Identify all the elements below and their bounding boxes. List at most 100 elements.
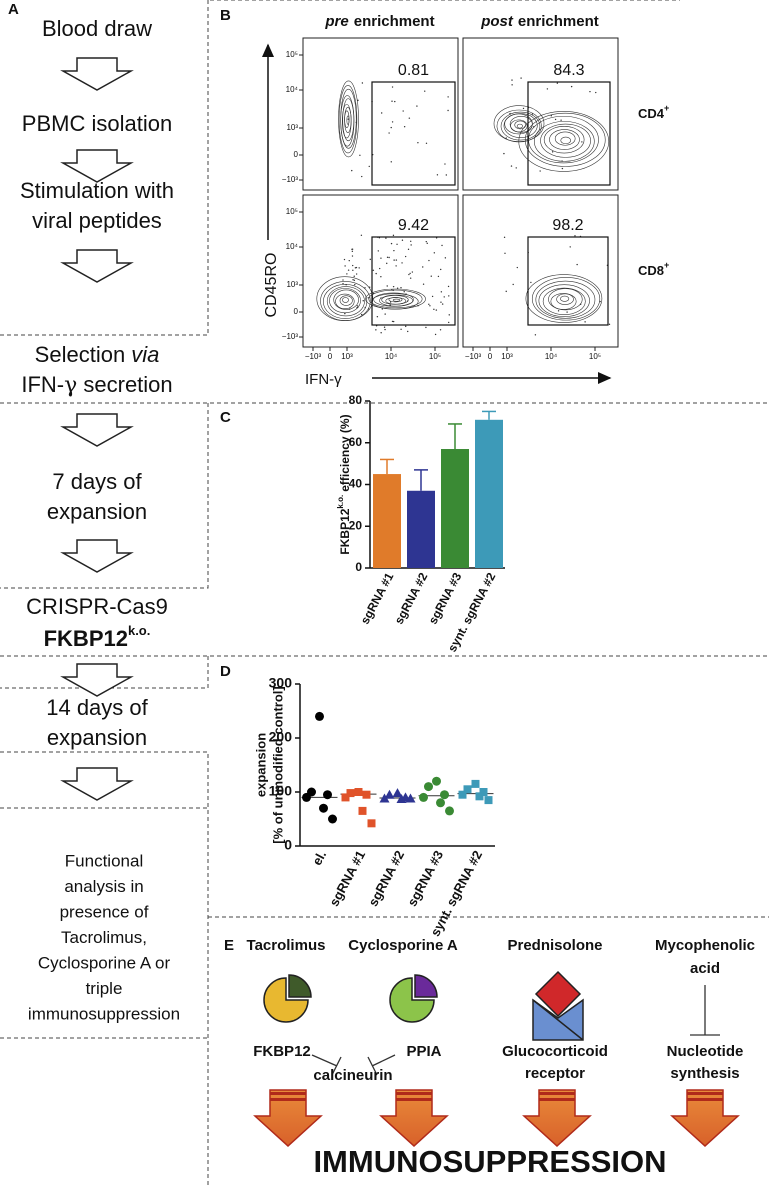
event bbox=[400, 287, 402, 289]
point bbox=[396, 794, 407, 804]
panel-a: A Blood draw PBMC isolation Stimulation … bbox=[8, 1, 180, 1024]
event bbox=[539, 170, 541, 172]
point bbox=[484, 796, 493, 805]
event bbox=[531, 113, 534, 115]
point bbox=[328, 814, 337, 824]
event bbox=[375, 272, 377, 275]
row-label: CD8+ bbox=[638, 260, 669, 278]
event bbox=[430, 275, 432, 277]
event bbox=[437, 275, 440, 278]
event bbox=[428, 303, 430, 306]
event bbox=[570, 85, 573, 88]
x-tick-label: 0 bbox=[488, 352, 493, 361]
x-tick-label: −10³ bbox=[465, 352, 482, 361]
event bbox=[359, 154, 361, 156]
step: presence of bbox=[60, 902, 149, 921]
event bbox=[355, 273, 358, 275]
target: Glucocorticoid bbox=[502, 1043, 608, 1060]
event bbox=[381, 308, 384, 310]
x-tick-label: 10³ bbox=[501, 352, 513, 361]
event bbox=[416, 105, 418, 107]
contour bbox=[342, 297, 349, 303]
event bbox=[579, 303, 582, 306]
contour bbox=[329, 288, 361, 314]
event bbox=[376, 315, 379, 318]
event bbox=[409, 277, 412, 279]
event bbox=[401, 262, 403, 264]
event bbox=[435, 309, 438, 311]
point bbox=[384, 789, 395, 799]
event bbox=[348, 308, 351, 310]
event bbox=[566, 311, 568, 313]
event bbox=[395, 259, 398, 261]
event bbox=[504, 252, 506, 254]
event bbox=[434, 333, 437, 336]
x-axis-label: IFN-γ bbox=[305, 371, 342, 388]
event bbox=[384, 313, 386, 315]
event bbox=[368, 286, 371, 288]
event bbox=[608, 323, 611, 326]
arrow-band bbox=[539, 1098, 575, 1101]
event bbox=[378, 267, 381, 270]
y-axis-label: CD45RO bbox=[263, 253, 280, 318]
event bbox=[384, 328, 386, 331]
x-tick-label: 10⁵ bbox=[589, 352, 601, 361]
step: IFN-γ secretion bbox=[21, 372, 172, 398]
step-arrow bbox=[60, 539, 134, 573]
event bbox=[372, 292, 375, 295]
point bbox=[341, 793, 350, 802]
step: Blood draw bbox=[42, 16, 152, 41]
event bbox=[368, 165, 370, 168]
event bbox=[574, 235, 576, 237]
event bbox=[530, 281, 532, 284]
event bbox=[396, 287, 399, 289]
panel-label: A bbox=[8, 1, 19, 18]
gate bbox=[371, 81, 456, 186]
event bbox=[510, 165, 513, 167]
point bbox=[479, 788, 488, 796]
y-tick-label: 10³ bbox=[286, 123, 298, 132]
panel-label: E bbox=[224, 937, 234, 954]
contour bbox=[496, 109, 542, 143]
target: synthesis bbox=[670, 1065, 739, 1082]
event bbox=[422, 266, 424, 268]
event bbox=[444, 257, 447, 259]
event bbox=[364, 287, 366, 289]
event bbox=[440, 268, 442, 271]
event bbox=[390, 126, 392, 129]
event bbox=[533, 126, 535, 128]
event bbox=[392, 289, 394, 292]
point bbox=[392, 788, 403, 798]
contour bbox=[534, 121, 595, 162]
x-tick-label: sgRNA #1 bbox=[358, 570, 397, 627]
event bbox=[342, 279, 344, 281]
event bbox=[353, 275, 355, 277]
event bbox=[436, 174, 439, 176]
column-header: post enrichment bbox=[480, 13, 599, 30]
arrow-band bbox=[687, 1092, 723, 1095]
event bbox=[347, 269, 350, 271]
y-tick-label: 60 bbox=[349, 435, 363, 449]
point bbox=[358, 806, 367, 815]
point bbox=[319, 803, 328, 813]
event bbox=[358, 267, 360, 269]
contour bbox=[516, 123, 523, 129]
event bbox=[443, 296, 445, 298]
bar bbox=[407, 490, 435, 568]
event bbox=[422, 283, 425, 285]
event bbox=[361, 82, 364, 84]
contour bbox=[560, 295, 570, 302]
y-tick-label: 300 bbox=[269, 675, 293, 691]
event bbox=[351, 250, 354, 253]
event bbox=[389, 301, 392, 303]
step: 14 days of bbox=[46, 695, 148, 720]
plot-frame bbox=[302, 37, 459, 191]
y-tick-label: 10⁴ bbox=[286, 85, 299, 94]
plot-frame bbox=[462, 194, 619, 348]
y-tick-label: 0 bbox=[284, 837, 292, 853]
y-tick-label: 40 bbox=[349, 477, 363, 491]
event bbox=[343, 258, 346, 261]
step: immunosuppression bbox=[28, 1004, 180, 1023]
y-tick-label: 10⁵ bbox=[286, 207, 298, 216]
